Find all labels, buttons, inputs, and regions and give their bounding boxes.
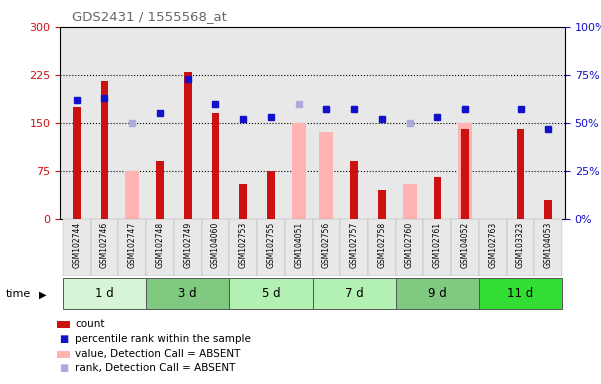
Text: GSM102749: GSM102749	[183, 222, 192, 268]
Bar	[118, 219, 146, 276]
Bar	[395, 278, 479, 310]
Text: GSM104052: GSM104052	[460, 222, 469, 268]
Bar	[63, 278, 146, 310]
Bar	[458, 123, 472, 219]
Text: 7 d: 7 d	[345, 286, 364, 300]
Bar	[534, 219, 562, 276]
Bar	[403, 184, 416, 219]
Bar	[239, 184, 247, 219]
Bar	[313, 219, 340, 276]
Bar	[100, 81, 108, 219]
Bar	[184, 72, 192, 219]
Text: GSM104051: GSM104051	[294, 222, 303, 268]
Bar	[320, 132, 334, 219]
Bar	[156, 161, 163, 219]
Bar	[433, 177, 441, 219]
Bar	[267, 171, 275, 219]
Text: GSM102747: GSM102747	[128, 222, 136, 268]
Bar	[461, 129, 469, 219]
Text: percentile rank within the sample: percentile rank within the sample	[75, 334, 251, 344]
Text: GSM102755: GSM102755	[266, 222, 275, 268]
Bar	[212, 113, 219, 219]
Text: GSM103323: GSM103323	[516, 222, 525, 268]
Text: GSM102746: GSM102746	[100, 222, 109, 268]
Text: GSM102763: GSM102763	[489, 222, 497, 268]
Text: time: time	[6, 289, 31, 299]
Text: GSM104060: GSM104060	[211, 222, 220, 268]
Bar	[424, 219, 451, 276]
Text: GSM102753: GSM102753	[239, 222, 248, 268]
Bar	[340, 219, 368, 276]
Text: 1 d: 1 d	[95, 286, 114, 300]
Text: GSM102744: GSM102744	[72, 222, 81, 268]
Bar	[507, 219, 534, 276]
Text: GDS2431 / 1555568_at: GDS2431 / 1555568_at	[72, 10, 227, 23]
Text: GSM102761: GSM102761	[433, 222, 442, 268]
Text: 11 d: 11 d	[507, 286, 534, 300]
Bar	[517, 129, 524, 219]
Bar	[91, 219, 118, 276]
Bar	[63, 219, 91, 276]
Bar	[313, 278, 395, 310]
Text: value, Detection Call = ABSENT: value, Detection Call = ABSENT	[75, 349, 240, 359]
Text: GSM102760: GSM102760	[405, 222, 414, 268]
Text: 3 d: 3 d	[178, 286, 197, 300]
Text: 5 d: 5 d	[261, 286, 280, 300]
Bar	[201, 219, 230, 276]
Bar	[291, 123, 305, 219]
Bar	[395, 219, 424, 276]
Bar	[285, 219, 313, 276]
Bar	[451, 219, 479, 276]
Text: GSM102757: GSM102757	[350, 222, 359, 268]
Bar	[146, 219, 174, 276]
Bar	[350, 161, 358, 219]
Bar	[73, 107, 81, 219]
Text: ■: ■	[59, 363, 69, 373]
Bar	[174, 219, 201, 276]
Bar	[545, 200, 552, 219]
Text: GSM102748: GSM102748	[156, 222, 165, 268]
Text: ■: ■	[59, 334, 69, 344]
Bar	[368, 219, 395, 276]
Text: GSM102758: GSM102758	[377, 222, 386, 268]
Bar	[230, 278, 313, 310]
Bar	[125, 171, 139, 219]
Bar	[230, 219, 257, 276]
Bar	[378, 190, 386, 219]
Text: ▶: ▶	[39, 290, 46, 300]
Text: GSM104053: GSM104053	[544, 222, 553, 268]
Text: rank, Detection Call = ABSENT: rank, Detection Call = ABSENT	[75, 363, 236, 373]
Bar	[479, 278, 562, 310]
Bar	[146, 278, 230, 310]
Text: GSM102756: GSM102756	[322, 222, 331, 268]
Text: 9 d: 9 d	[428, 286, 447, 300]
Bar	[257, 219, 285, 276]
Bar	[479, 219, 507, 276]
Text: count: count	[75, 319, 105, 329]
